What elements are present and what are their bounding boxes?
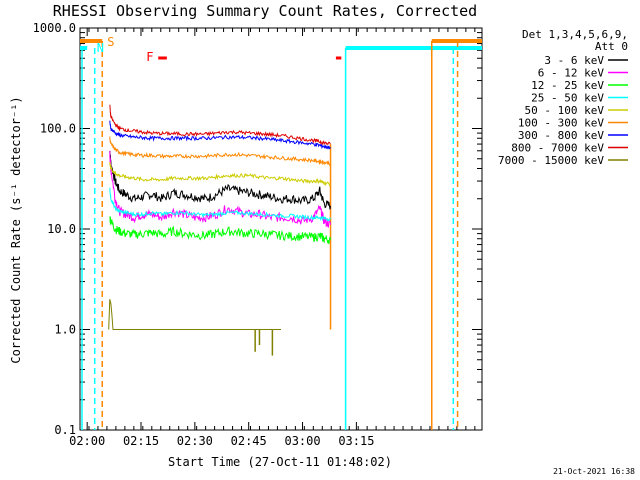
series-lines	[108, 104, 331, 356]
flare-flag-label: F	[146, 50, 153, 64]
footer-date-stamp: 21-Oct-2021 16:38	[553, 467, 635, 476]
x-tick-label: 03:00	[284, 434, 320, 448]
legend-entry-label: 100 - 300 keV	[518, 117, 604, 130]
x-axis-label: Start Time (27-Oct-11 01:48:02)	[168, 455, 392, 469]
legend-entry-label: 25 - 50 keV	[531, 92, 604, 105]
y-axis-ticks: 0.1 1.0 10.0 100.0 1000.0	[33, 21, 482, 437]
x-tick-label: 03:15	[338, 434, 374, 448]
y-tick-label: 1000.0	[33, 21, 76, 35]
x-tick-label: 02:30	[177, 434, 213, 448]
plot-area-border	[79, 27, 483, 431]
series-line-4	[109, 162, 331, 188]
x-tick-label: 02:15	[123, 434, 159, 448]
series-line-2	[109, 216, 331, 245]
series-line-5	[109, 136, 331, 166]
plot-frame	[79, 27, 483, 431]
series-line-0	[109, 150, 331, 210]
saa-flag-label: S	[107, 35, 114, 49]
series-line-3	[109, 187, 331, 222]
legend-entry-label: 6 - 12 keV	[538, 67, 605, 80]
legend-header: Att 0	[595, 40, 628, 53]
legend-header: Det 1,3,4,5,6,9,	[522, 28, 628, 41]
flag-markers: SN F	[80, 35, 482, 430]
chart-title: RHESSI Observing Summary Count Rates, Co…	[53, 2, 477, 20]
series-line-6	[109, 120, 331, 150]
x-tick-label: 02:00	[69, 434, 105, 448]
series-line-8	[108, 299, 281, 330]
legend-entry-label: 12 - 25 keV	[531, 79, 604, 92]
legend-entry-label: 7000 - 15000 keV	[498, 154, 604, 167]
legend-entry-label: 50 - 100 keV	[525, 104, 605, 117]
legend-entry-label: 3 - 6 keV	[544, 54, 604, 67]
series-line-1	[109, 151, 331, 228]
y-tick-label: 0.1	[54, 423, 76, 437]
legend-entry-label: 300 - 800 keV	[518, 129, 604, 142]
legend-entry-label: 800 - 7000 keV	[511, 142, 604, 155]
y-tick-label: 100.0	[40, 122, 76, 136]
x-tick-label: 02:45	[231, 434, 267, 448]
y-axis-label: Corrected Count Rate (s⁻¹ detector⁻¹)	[9, 96, 23, 363]
night-flag-label: N	[97, 41, 104, 55]
y-tick-label: 10.0	[47, 222, 76, 236]
x-axis-ticks: 02:00 02:15 02:30 02:45 03:00 03:15	[69, 28, 476, 448]
series-line-7	[109, 104, 331, 146]
y-tick-label: 1.0	[54, 323, 76, 337]
